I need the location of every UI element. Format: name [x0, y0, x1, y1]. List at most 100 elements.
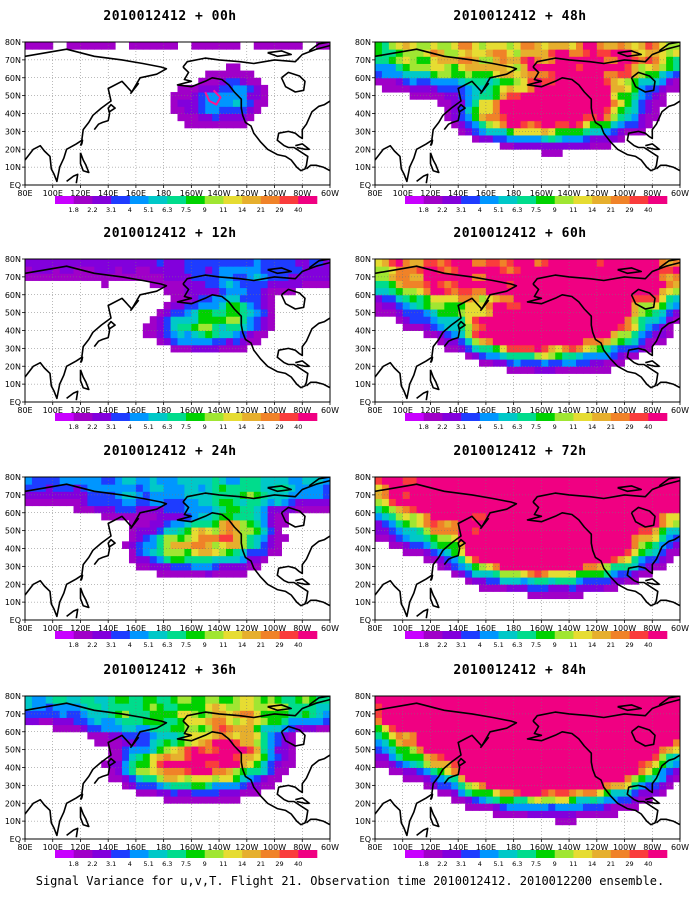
variance-cell	[527, 760, 535, 768]
variance-cell	[548, 477, 556, 485]
variance-cell	[472, 477, 480, 485]
colorbar-label: 7.5	[181, 423, 191, 431]
colorbar-label: 14	[588, 641, 596, 649]
variance-cell	[472, 703, 480, 711]
variance-cell	[128, 731, 137, 740]
variance-cell	[149, 280, 158, 289]
colorbar-label: 1.8	[69, 423, 79, 431]
variance-cell	[492, 803, 501, 811]
variance-cell	[212, 287, 220, 296]
coastline-path	[429, 152, 440, 174]
variance-cell	[492, 724, 501, 733]
colorbar-label: 2.2	[87, 423, 97, 431]
variance-cell	[645, 330, 653, 339]
lat-tick-label: 10N	[355, 817, 371, 826]
variance-cell	[108, 774, 116, 783]
variance-cell	[253, 309, 262, 317]
variance-cell	[617, 106, 626, 114]
variance-cell	[562, 534, 570, 542]
variance-cell	[458, 767, 466, 776]
variance-cell	[589, 477, 598, 485]
variance-cell	[388, 287, 397, 296]
colorbar-swatch	[479, 196, 499, 204]
coastline-path	[526, 501, 680, 607]
variance-cell	[555, 591, 563, 600]
variance-cell	[437, 724, 445, 733]
variance-cell	[87, 717, 95, 726]
variance-cell	[624, 796, 632, 804]
variance-cell	[108, 491, 116, 499]
variance-cell	[191, 337, 199, 346]
variance-cell	[128, 527, 137, 535]
variance-cell	[534, 106, 542, 114]
variance-cell	[589, 42, 598, 50]
variance-cell	[506, 330, 515, 339]
variance-cell	[423, 477, 431, 485]
variance-cell	[603, 484, 612, 492]
variance-cell	[87, 42, 95, 50]
variance-cell	[451, 760, 459, 768]
variance-cell	[177, 266, 185, 274]
variance-cell	[253, 337, 262, 346]
variance-cell	[513, 92, 522, 100]
variance-cell	[624, 266, 632, 274]
variance-cell	[226, 724, 234, 733]
variance-cell	[163, 273, 172, 281]
variance-cell	[485, 584, 494, 592]
variance-cell	[402, 491, 411, 499]
variance-cell	[142, 42, 151, 50]
coastline-path	[267, 50, 292, 58]
variance-cell	[281, 746, 289, 754]
variance-cell	[142, 753, 151, 761]
coastline-path	[79, 793, 84, 801]
variance-cell	[149, 512, 158, 521]
variance-cell	[395, 477, 404, 485]
variance-cell	[610, 287, 619, 296]
variance-cell	[177, 330, 185, 339]
colorbar-label: 4	[478, 423, 482, 431]
variance-cell	[562, 738, 570, 747]
variance-cell	[156, 696, 165, 704]
variance-cell	[582, 738, 591, 747]
variance-cell	[659, 484, 667, 492]
variance-cell	[589, 99, 598, 107]
variance-cell	[212, 774, 220, 783]
variance-cell	[617, 77, 626, 86]
lat-tick-label: 60N	[355, 291, 371, 300]
variance-cell	[582, 774, 591, 783]
variance-cell	[652, 287, 660, 296]
variance-cell	[430, 323, 438, 331]
variance-cell	[163, 477, 172, 485]
variance-cell	[673, 273, 680, 281]
variance-cell	[576, 280, 584, 289]
variance-cell	[302, 696, 310, 704]
variance-cell	[541, 77, 549, 86]
variance-cell	[555, 294, 563, 303]
variance-cell	[478, 120, 487, 129]
variance-cell	[402, 724, 411, 733]
variance-cell	[506, 337, 515, 346]
variance-cell	[177, 717, 185, 726]
variance-cell	[409, 710, 418, 718]
lon-tick-label: 80E	[367, 406, 382, 415]
variance-cell	[444, 703, 452, 711]
variance-cell	[101, 498, 109, 507]
variance-cell	[645, 555, 653, 564]
variance-cell	[177, 99, 185, 107]
variance-cell	[149, 266, 158, 274]
variance-cell	[603, 84, 612, 93]
variance-cell	[205, 731, 213, 740]
lon-tick-label: 140E	[98, 406, 118, 415]
variance-cell	[527, 803, 535, 811]
variance-cell	[548, 591, 556, 600]
variance-cell	[395, 738, 404, 747]
variance-cell	[492, 810, 501, 819]
variance-cell	[25, 266, 33, 274]
lat-tick-label: 60N	[355, 509, 371, 518]
variance-cell	[485, 724, 494, 733]
variance-cell	[170, 287, 178, 296]
variance-cell	[170, 266, 178, 274]
variance-cell	[596, 548, 605, 557]
variance-cell	[513, 541, 522, 549]
variance-cell	[492, 753, 501, 761]
